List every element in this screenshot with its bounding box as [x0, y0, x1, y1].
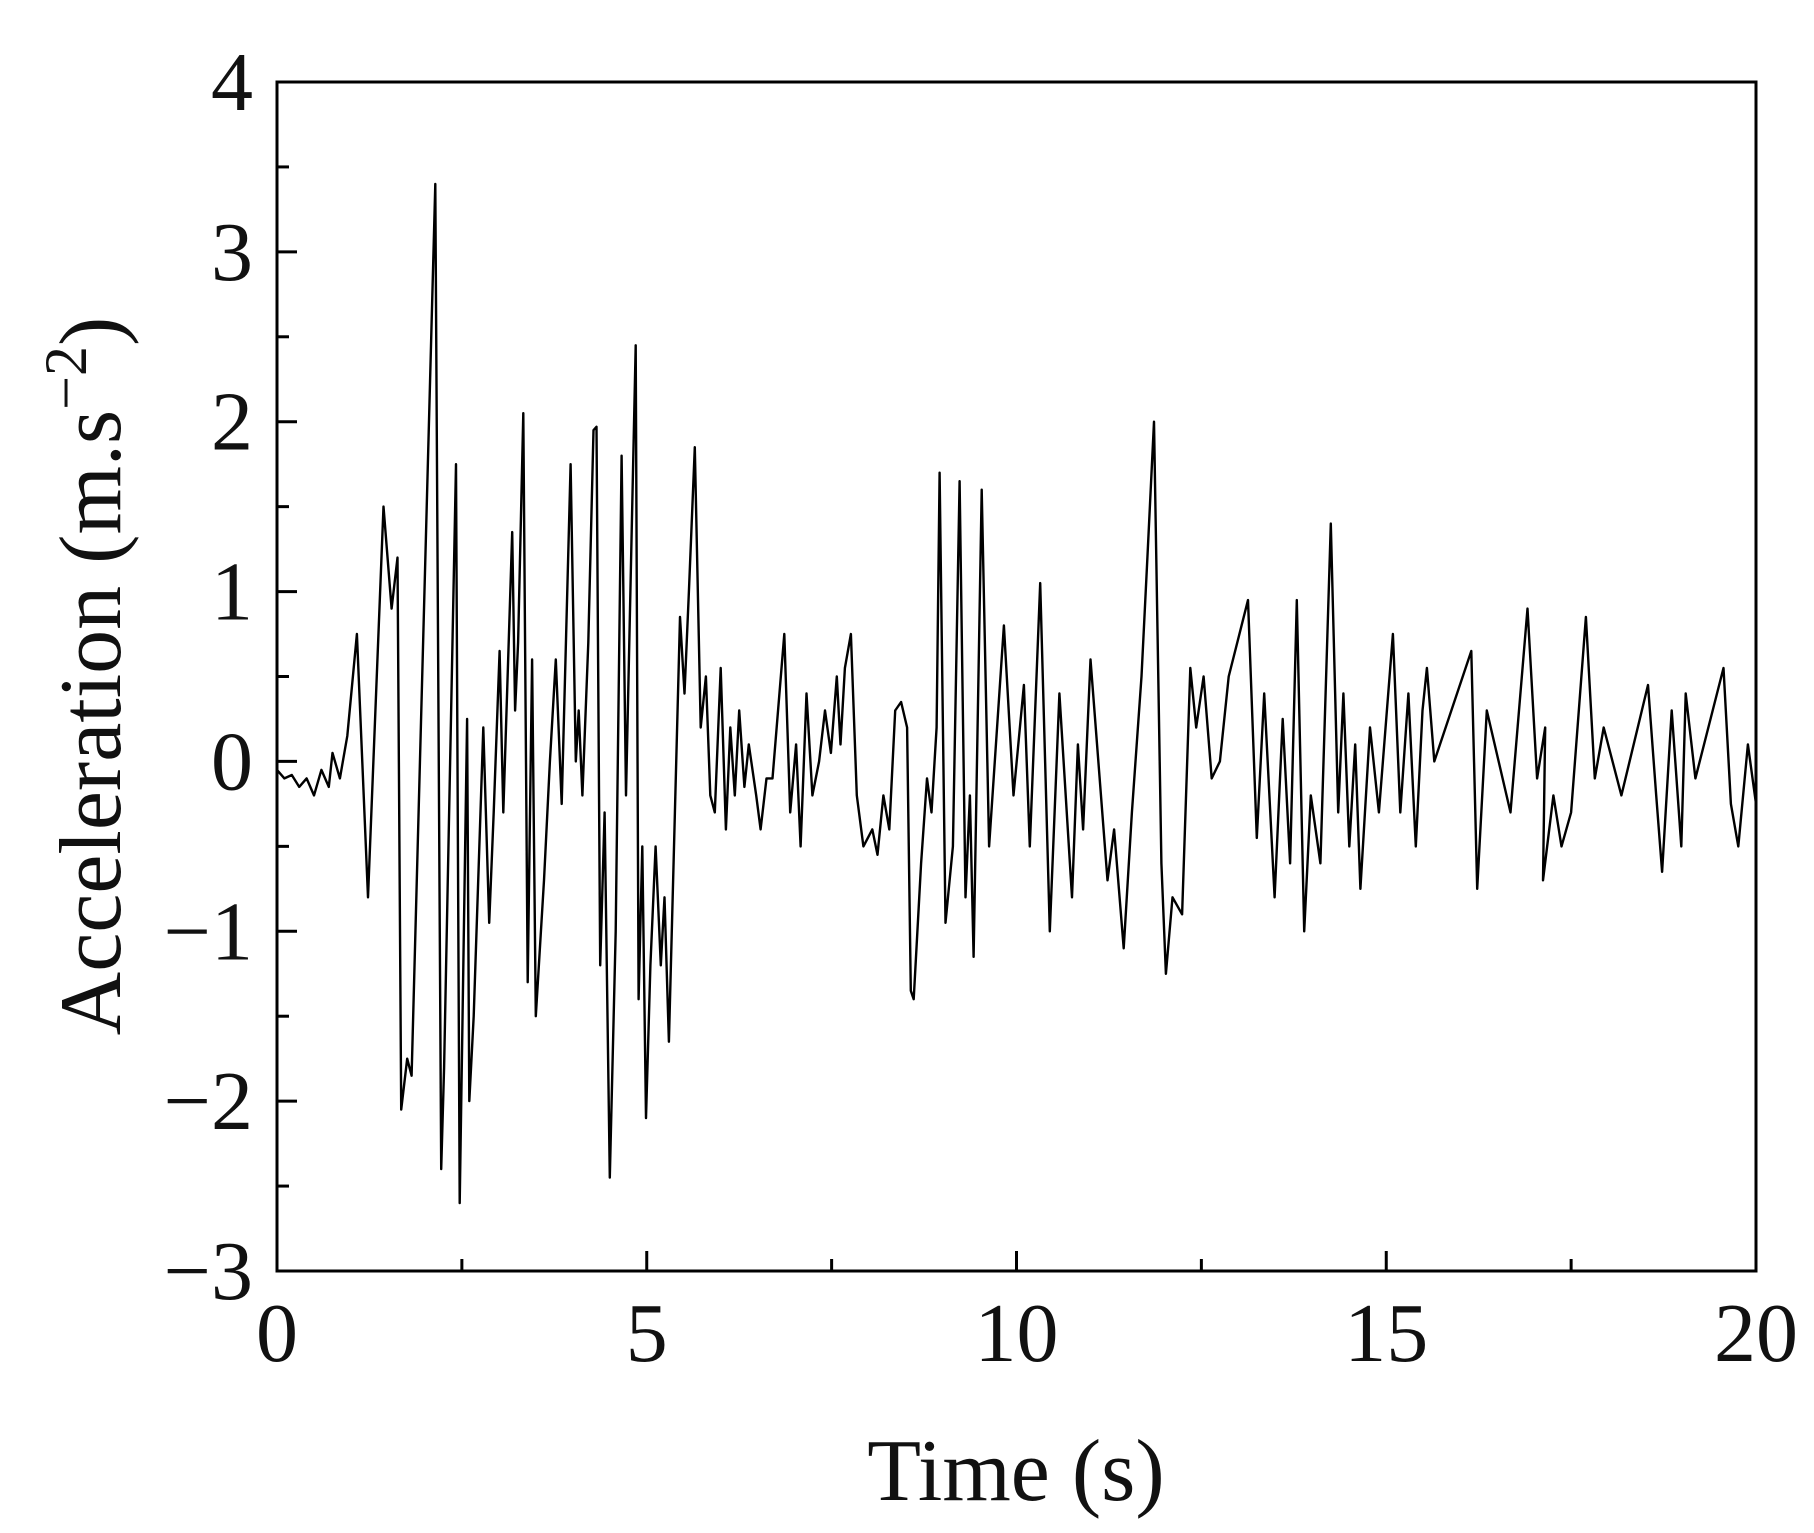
y-tick-label: 2 [211, 376, 253, 469]
y-tick-label: −1 [164, 885, 253, 978]
x-tick-label: 0 [256, 1287, 298, 1380]
y-tick-label: 1 [211, 546, 253, 639]
plot-frame [275, 80, 1758, 1273]
x-tick-label: 5 [626, 1287, 668, 1380]
x-tick-label: 15 [1344, 1287, 1428, 1380]
y-tick-label: 3 [211, 206, 253, 299]
y-axis-title-suffix: ) [43, 317, 140, 346]
y-tick-label: −2 [164, 1055, 253, 1148]
x-tick-label: 10 [975, 1287, 1059, 1380]
y-axis-title-superscript: −2 [33, 346, 99, 410]
y-tick-label: 4 [211, 36, 253, 129]
y-axis-title: Acceleration (m.s−2) [33, 317, 140, 1036]
y-tick-label: −3 [164, 1225, 253, 1318]
data-line [276, 182, 1758, 1205]
y-axis-title-text: Acceleration (m.s [43, 410, 140, 1036]
y-tick-label: 0 [211, 715, 253, 808]
x-tick-label: 20 [1714, 1287, 1798, 1380]
x-axis-title: Time (s) [867, 1423, 1164, 1520]
